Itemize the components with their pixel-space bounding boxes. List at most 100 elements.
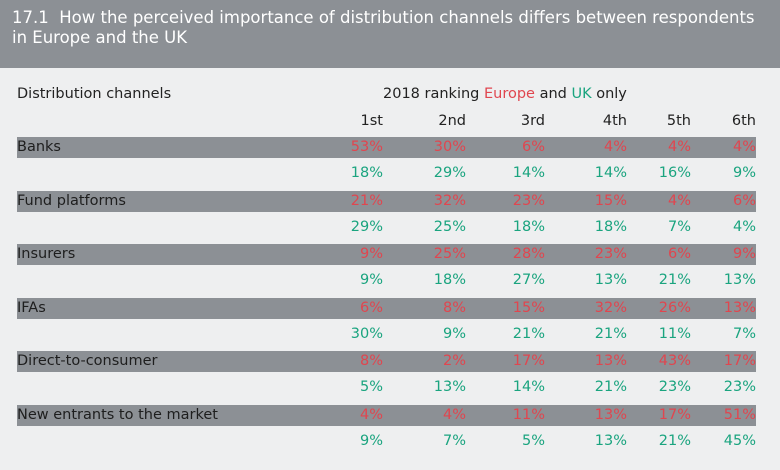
europe-value-cell: 13%	[723, 300, 756, 316]
uk-value-cell: 9%	[359, 272, 383, 288]
uk-value-cell: 5%	[521, 433, 545, 449]
europe-value-cell: 21%	[350, 193, 383, 209]
rank-header-5: 5th	[666, 113, 691, 129]
europe-value-cell: 4%	[359, 407, 383, 423]
title-bar: 17.1 How the perceived importance of dis…	[0, 0, 780, 68]
uk-value-cell: 9%	[442, 326, 466, 342]
rank-header-6: 6th	[731, 113, 756, 129]
uk-value-cell: 14%	[512, 165, 545, 181]
europe-row-band	[17, 137, 756, 158]
row-label: IFAs	[17, 300, 46, 316]
uk-value-cell: 5%	[359, 379, 383, 395]
europe-row-band	[17, 351, 756, 372]
rank-header-4: 4th	[602, 113, 627, 129]
europe-value-cell: 6%	[732, 193, 756, 209]
europe-value-cell: 8%	[359, 353, 383, 369]
europe-value-cell: 9%	[359, 246, 383, 262]
europe-value-cell: 6%	[521, 139, 545, 155]
uk-value-cell: 13%	[723, 272, 756, 288]
uk-value-cell: 30%	[350, 326, 383, 342]
europe-value-cell: 6%	[667, 246, 691, 262]
ranking-suffix: only	[591, 86, 627, 102]
europe-legend: Europe	[483, 86, 535, 102]
europe-value-cell: 17%	[723, 353, 756, 369]
uk-value-cell: 11%	[658, 326, 691, 342]
uk-value-cell: 21%	[594, 326, 627, 342]
uk-value-cell: 27%	[512, 272, 545, 288]
europe-row-band	[17, 191, 756, 212]
europe-value-cell: 26%	[658, 300, 691, 316]
europe-value-cell: 53%	[350, 139, 383, 155]
uk-value-cell: 21%	[512, 326, 545, 342]
europe-value-cell: 23%	[512, 193, 545, 209]
uk-value-cell: 23%	[658, 379, 691, 395]
ranking-legend: 2018 ranking Europe and UK only	[383, 86, 627, 102]
europe-value-cell: 4%	[667, 193, 691, 209]
europe-value-cell: 8%	[442, 300, 466, 316]
uk-value-cell: 23%	[723, 379, 756, 395]
row-label: Banks	[17, 139, 61, 155]
row-label: New entrants to the market	[17, 407, 218, 423]
rank-header-2: 2nd	[438, 113, 466, 129]
row-label: Fund platforms	[17, 193, 126, 209]
row-label: Insurers	[17, 246, 76, 262]
title-number: 17.1	[12, 8, 49, 27]
europe-value-cell: 9%	[732, 246, 756, 262]
europe-value-cell: 25%	[433, 246, 466, 262]
uk-value-cell: 18%	[512, 219, 545, 235]
uk-value-cell: 13%	[594, 272, 627, 288]
europe-value-cell: 15%	[594, 193, 627, 209]
ranking-prefix: 2018 ranking	[383, 86, 484, 102]
europe-value-cell: 17%	[658, 407, 691, 423]
uk-value-cell: 18%	[594, 219, 627, 235]
uk-value-cell: 13%	[594, 433, 627, 449]
column-label: Distribution channels	[17, 86, 172, 102]
uk-value-cell: 16%	[658, 165, 691, 181]
europe-value-cell: 32%	[433, 193, 466, 209]
uk-value-cell: 4%	[732, 219, 756, 235]
europe-value-cell: 2%	[442, 353, 466, 369]
row-label: Direct-to-consumer	[17, 353, 158, 369]
europe-value-cell: 51%	[723, 407, 756, 423]
europe-value-cell: 4%	[732, 139, 756, 155]
europe-row-band	[17, 244, 756, 265]
europe-value-cell: 11%	[512, 407, 545, 423]
uk-value-cell: 9%	[732, 165, 756, 181]
rank-header-3: 3rd	[520, 113, 545, 129]
europe-value-cell: 13%	[594, 353, 627, 369]
uk-value-cell: 18%	[433, 272, 466, 288]
europe-value-cell: 43%	[658, 353, 691, 369]
uk-value-cell: 29%	[350, 219, 383, 235]
uk-value-cell: 9%	[359, 433, 383, 449]
europe-value-cell: 23%	[594, 246, 627, 262]
uk-value-cell: 29%	[433, 165, 466, 181]
rank-header-1: 1st	[360, 113, 383, 129]
uk-value-cell: 21%	[594, 379, 627, 395]
europe-value-cell: 28%	[512, 246, 545, 262]
uk-value-cell: 13%	[433, 379, 466, 395]
uk-value-cell: 14%	[594, 165, 627, 181]
page-title: How the perceived importance of distribu…	[12, 8, 755, 47]
uk-value-cell: 14%	[512, 379, 545, 395]
europe-row-band	[17, 405, 756, 426]
uk-value-cell: 7%	[442, 433, 466, 449]
europe-value-cell: 15%	[512, 300, 545, 316]
uk-value-cell: 7%	[667, 219, 691, 235]
europe-value-cell: 4%	[667, 139, 691, 155]
ranking-and: and	[534, 86, 572, 102]
uk-value-cell: 21%	[658, 433, 691, 449]
europe-value-cell: 32%	[594, 300, 627, 316]
uk-value-cell: 25%	[433, 219, 466, 235]
uk-value-cell: 21%	[658, 272, 691, 288]
europe-row-band	[17, 298, 756, 319]
europe-value-cell: 4%	[442, 407, 466, 423]
uk-value-cell: 7%	[732, 326, 756, 342]
europe-value-cell: 6%	[359, 300, 383, 316]
uk-legend: UK	[571, 86, 592, 102]
europe-value-cell: 30%	[433, 139, 466, 155]
uk-value-cell: 18%	[350, 165, 383, 181]
europe-value-cell: 13%	[594, 407, 627, 423]
uk-value-cell: 45%	[723, 433, 756, 449]
europe-value-cell: 17%	[512, 353, 545, 369]
europe-value-cell: 4%	[603, 139, 627, 155]
